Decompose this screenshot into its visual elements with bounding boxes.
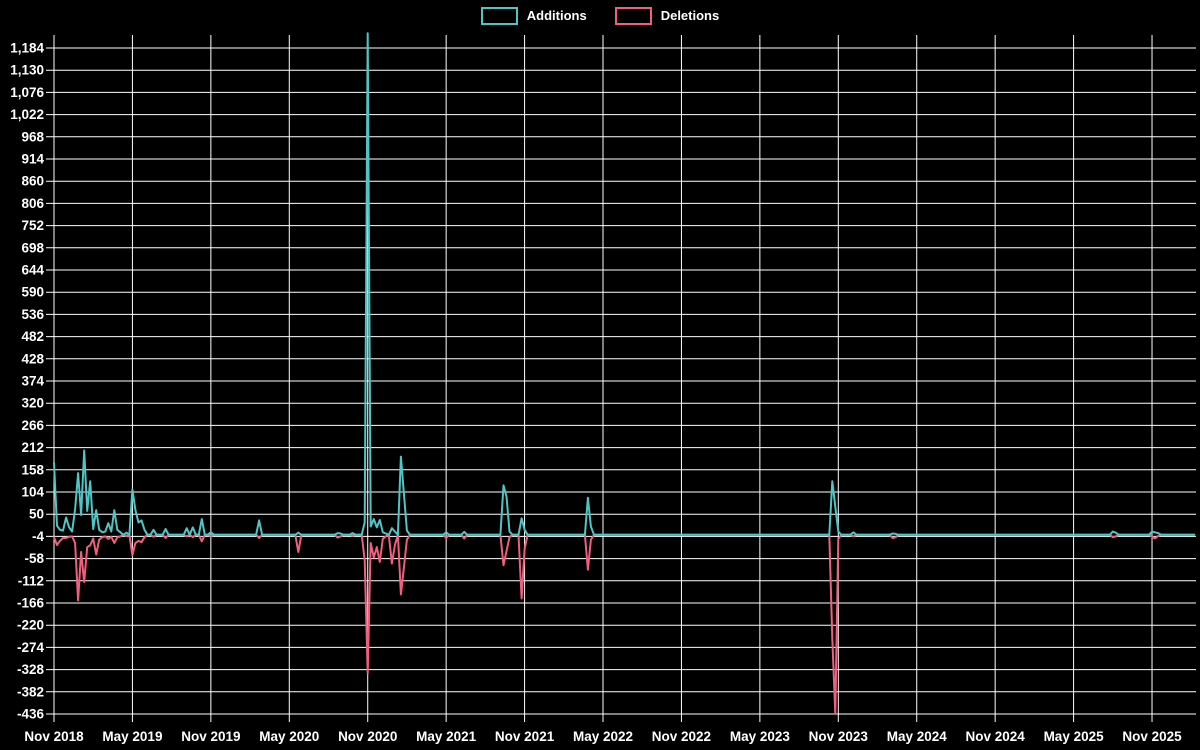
y-axis-tick-label: 968 — [21, 129, 44, 144]
y-axis-tick-label: 428 — [21, 351, 44, 366]
x-axis-tick-label: May 2023 — [730, 729, 791, 744]
y-axis-tick-label: 644 — [21, 263, 44, 278]
y-axis-tick-label: 320 — [21, 396, 44, 411]
y-axis-tick-label: 590 — [21, 285, 44, 300]
y-axis-tick-label: -220 — [17, 618, 44, 633]
x-axis-tick-label: Nov 2020 — [338, 729, 397, 744]
y-axis-tick-label: -58 — [24, 551, 44, 566]
y-axis-tick-label: 1,184 — [10, 41, 44, 56]
y-axis-tick-label: 158 — [21, 462, 44, 477]
x-axis-tick-label: Nov 2022 — [652, 729, 711, 744]
legend-item-deletions[interactable]: Deletions — [614, 6, 720, 26]
x-axis-tick-label: Nov 2021 — [495, 729, 555, 744]
y-axis-tick-label: 374 — [21, 374, 44, 389]
x-axis-tick-label: May 2019 — [102, 729, 162, 744]
y-axis-tick-label: 806 — [21, 196, 44, 211]
x-axis-tick-label: May 2025 — [1044, 729, 1105, 744]
y-axis-tick-label: 860 — [21, 174, 44, 189]
y-axis-tick-label: -112 — [18, 573, 44, 588]
deletions-line — [53, 533, 1196, 715]
legend-item-additions[interactable]: Additions — [480, 6, 587, 26]
x-axis-tick-label: Nov 2018 — [24, 729, 84, 744]
x-axis-tick-label: Nov 2025 — [1122, 729, 1182, 744]
x-axis-tick-label: Nov 2019 — [181, 729, 240, 744]
y-axis-tick-label: 50 — [29, 507, 44, 522]
y-axis-tick-label: 104 — [21, 485, 44, 500]
y-axis-tick-label: -274 — [17, 640, 45, 655]
legend-label-additions: Additions — [526, 8, 587, 23]
additions-swatch-icon — [480, 7, 518, 25]
y-axis-tick-label: 1,022 — [10, 107, 44, 122]
x-axis-tick-label: Nov 2024 — [966, 729, 1026, 744]
x-axis-tick-label: May 2021 — [416, 729, 477, 744]
y-axis-tick-label: 212 — [21, 440, 44, 455]
deletions-swatch-icon — [614, 7, 652, 25]
x-axis-tick-label: May 2020 — [259, 729, 319, 744]
y-axis-tick-label: 1,076 — [10, 85, 44, 100]
y-axis-tick-label: -436 — [17, 707, 45, 722]
y-axis-tick-label: 752 — [21, 218, 44, 233]
x-axis-tick-label: May 2024 — [887, 729, 948, 744]
x-axis-tick-label: Nov 2023 — [809, 729, 869, 744]
chart-legend: Additions Deletions — [0, 6, 1200, 26]
legend-label-deletions: Deletions — [660, 8, 720, 23]
y-axis-tick-label: -166 — [17, 596, 45, 611]
y-axis-tick-label: 698 — [21, 240, 44, 255]
additions-line — [53, 32, 1196, 536]
y-axis-tick-label: -4 — [32, 529, 44, 544]
y-axis-tick-label: -382 — [17, 684, 44, 699]
y-axis-tick-label: 266 — [21, 418, 44, 433]
y-axis-tick-label: 914 — [21, 152, 44, 167]
x-axis-tick-label: May 2022 — [573, 729, 633, 744]
y-axis-tick-label: 1,130 — [10, 63, 44, 78]
y-axis-tick-label: 536 — [21, 307, 44, 322]
y-axis-tick-label: 482 — [21, 329, 44, 344]
y-axis-tick-label: -328 — [17, 662, 45, 677]
